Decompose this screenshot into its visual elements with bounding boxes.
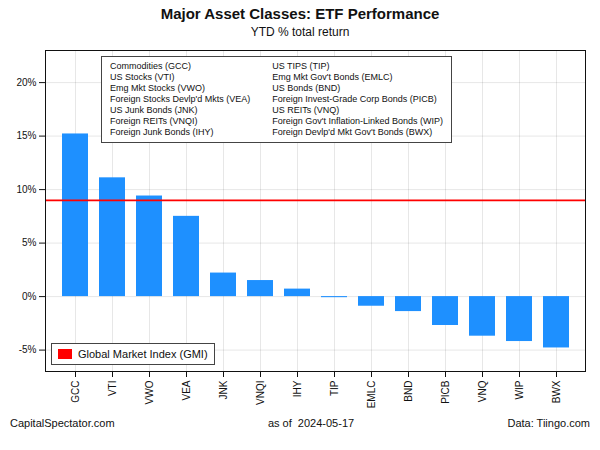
- svg-text:VEA: VEA: [181, 380, 192, 400]
- html-text:Foreign Devlp'd Mkt Gov't Bond: Foreign Devlp'd Mkt Gov't Bonds (BWX): [272, 127, 433, 137]
- html-text:US REITs (VNQ): US REITs (VNQ): [272, 105, 340, 115]
- svg-text:-5%: -5%: [19, 344, 37, 355]
- html-text:Foreign Stocks Devlp'd Mkts (V: Foreign Stocks Devlp'd Mkts (VEA): [110, 94, 251, 104]
- svg-text:EMLC: EMLC: [366, 381, 377, 409]
- svg-text:TIP: TIP: [329, 380, 340, 396]
- svg-text:JNK: JNK: [218, 380, 229, 399]
- html-text:CapitalSpectator.com: CapitalSpectator.com: [10, 417, 115, 429]
- html-text:Foreign REITs (VNQI): Foreign REITs (VNQI): [110, 116, 198, 126]
- html-text:US Stocks (VTI): US Stocks (VTI): [110, 72, 175, 82]
- svg-text:BND: BND: [403, 381, 414, 402]
- html-text:Foreign Junk Bonds (IHY): Foreign Junk Bonds (IHY): [110, 127, 214, 137]
- html-text:Commodities (GCC): Commodities (GCC): [110, 61, 191, 71]
- html-text:US TIPS (TIP): US TIPS (TIP): [272, 61, 330, 71]
- html-text:Global Market Index (GMI): Global Market Index (GMI): [78, 348, 208, 360]
- html-text:Data: Tiingo.com: Data: Tiingo.com: [507, 417, 590, 429]
- html-text:as of 2024-05-17: as of 2024-05-17: [267, 417, 355, 429]
- svg-text:20%: 20%: [16, 77, 36, 88]
- svg-text:15%: 15%: [16, 130, 36, 141]
- svg-text:0%: 0%: [22, 291, 37, 302]
- html-text:US Junk Bonds (JNK): US Junk Bonds (JNK): [110, 105, 198, 115]
- svg-text:10%: 10%: [16, 184, 36, 195]
- svg-text:PICB: PICB: [440, 380, 451, 404]
- svg-text:GCC: GCC: [70, 381, 81, 403]
- html-text:Emg Mkt Stocks (VWO): Emg Mkt Stocks (VWO): [110, 83, 205, 93]
- html-text:Major Asset Classes: ETF Perfo: Major Asset Classes: ETF Performance: [160, 5, 440, 22]
- html-text:Foreign Invest-Grade Corp Bond: Foreign Invest-Grade Corp Bonds (PICB): [272, 94, 437, 104]
- svg-text:WIP: WIP: [514, 380, 525, 399]
- html-text:US Bonds (BND): US Bonds (BND): [272, 83, 341, 93]
- svg-text:VNQI: VNQI: [255, 381, 266, 405]
- svg-text:BWX: BWX: [551, 380, 562, 403]
- svg-text:VNQ: VNQ: [477, 380, 488, 402]
- svg-text:VWO: VWO: [144, 380, 155, 404]
- svg-text:5%: 5%: [22, 237, 37, 248]
- html-text:Emg Mkt Gov't Bonds (EMLC): Emg Mkt Gov't Bonds (EMLC): [272, 72, 393, 82]
- svg-text:VTI: VTI: [107, 381, 118, 397]
- html-text:Foreign Gov't Inflation-Linked: Foreign Gov't Inflation-Linked Bonds (WI…: [272, 116, 444, 126]
- svg-text:IHY: IHY: [292, 380, 303, 397]
- html-text:YTD % total return: YTD % total return: [250, 25, 350, 39]
